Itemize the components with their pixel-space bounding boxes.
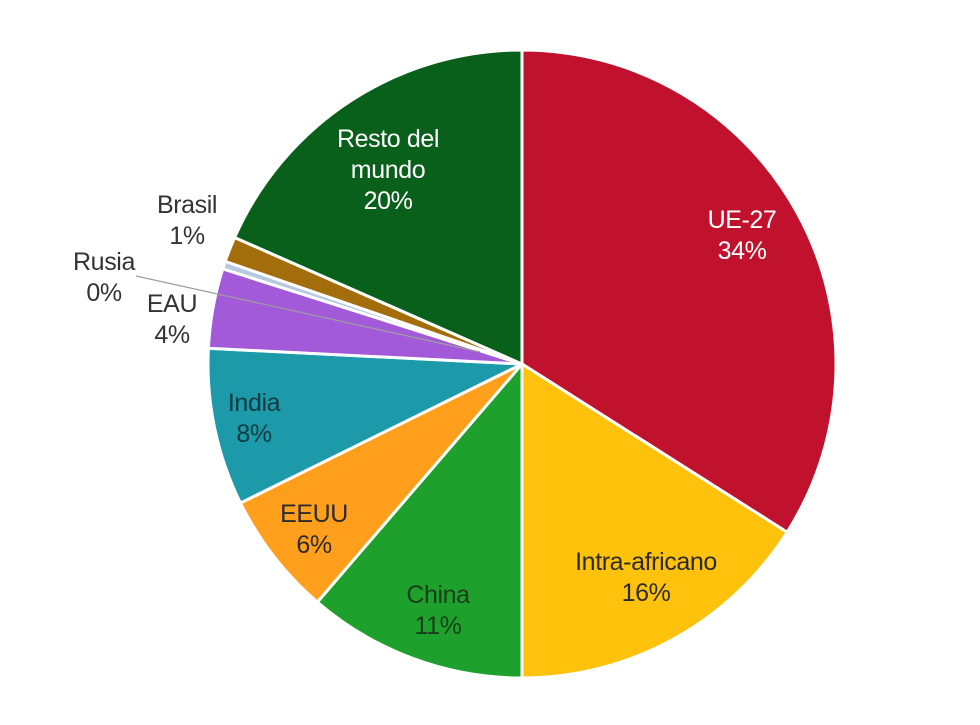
slice-name: EAU — [147, 290, 197, 318]
slice-label-brasil: Brasil 1% — [157, 191, 217, 250]
pie-slice-eeuu — [238, 362, 524, 604]
slice-percent: 11% — [415, 612, 462, 640]
slice-name: EEUU — [280, 500, 348, 528]
slice-percent: 8% — [236, 420, 272, 448]
slice-percent: 6% — [296, 531, 332, 559]
slice-name: UE-27 — [708, 206, 777, 234]
slice-name: Resto del — [337, 125, 439, 153]
slice-name: Intra-africano — [575, 548, 717, 576]
slice-label-resto-del-mundo: Resto del mundo 20% — [337, 125, 439, 215]
pie-slice-china — [315, 362, 524, 680]
slice-name: India — [228, 389, 281, 417]
slice-label-intra-africano: Intra-africano 16% — [575, 548, 717, 607]
pie-slice-india — [206, 346, 524, 505]
pie-slice-resto-del-mundo — [233, 48, 524, 366]
slice-percent: 0% — [86, 279, 122, 307]
slice-percent: 34% — [718, 237, 767, 265]
slice-percent: 4% — [154, 321, 190, 349]
slice-name: Rusia — [73, 248, 135, 276]
leader-line-rusia — [135, 275, 481, 353]
slice-label-india: India 8% — [228, 389, 281, 448]
slice-name: mundo — [351, 156, 425, 184]
slice-percent: 20% — [364, 187, 413, 215]
slice-label-rusia: Rusia 0% — [73, 248, 135, 307]
pie-slice-ue-27 — [520, 48, 838, 534]
slice-label-china: China 11% — [406, 581, 470, 640]
slice-percent: 16% — [622, 579, 671, 607]
slice-label-eeuu: EEUU 6% — [280, 500, 348, 559]
pie-slice-intra-africano — [520, 362, 789, 680]
slice-label-ue-27: UE-27 34% — [708, 206, 777, 265]
slice-labels: UE-27 34% Intra-africano 16% China 11% EEUU 6% I… — [73, 125, 777, 640]
slice-percent: 1% — [169, 222, 205, 250]
leader-lines — [135, 275, 481, 353]
slice-label-eau: EAU 4% — [147, 290, 197, 349]
pie-slices — [206, 48, 838, 680]
slice-name: Brasil — [157, 191, 217, 219]
slice-name: China — [406, 581, 470, 609]
